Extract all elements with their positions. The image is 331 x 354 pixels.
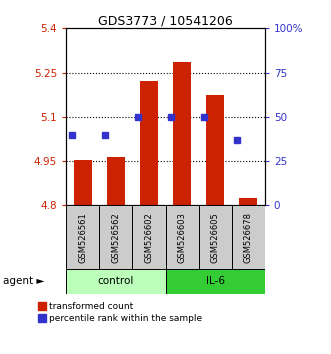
Text: GSM526603: GSM526603 bbox=[177, 212, 187, 263]
Title: GDS3773 / 10541206: GDS3773 / 10541206 bbox=[98, 14, 233, 27]
Bar bbox=[66, 205, 99, 269]
Text: IL-6: IL-6 bbox=[206, 276, 225, 286]
Text: GSM526561: GSM526561 bbox=[78, 212, 87, 263]
Legend: transformed count, percentile rank within the sample: transformed count, percentile rank withi… bbox=[38, 302, 203, 323]
Bar bbox=[66, 269, 166, 294]
Bar bbox=[199, 205, 232, 269]
Bar bbox=[232, 205, 265, 269]
Bar bbox=[239, 198, 258, 205]
Bar bbox=[206, 95, 224, 205]
Bar bbox=[166, 269, 265, 294]
Bar bbox=[107, 156, 125, 205]
Text: control: control bbox=[98, 276, 134, 286]
Bar bbox=[99, 205, 132, 269]
Text: GSM526678: GSM526678 bbox=[244, 212, 253, 263]
Bar bbox=[173, 62, 191, 205]
Bar bbox=[132, 205, 166, 269]
Text: agent ►: agent ► bbox=[3, 276, 45, 286]
Bar bbox=[140, 81, 158, 205]
Bar bbox=[166, 205, 199, 269]
Text: GSM526605: GSM526605 bbox=[211, 212, 220, 263]
Text: GSM526562: GSM526562 bbox=[111, 212, 120, 263]
Text: GSM526602: GSM526602 bbox=[144, 212, 154, 263]
Bar bbox=[73, 160, 92, 205]
